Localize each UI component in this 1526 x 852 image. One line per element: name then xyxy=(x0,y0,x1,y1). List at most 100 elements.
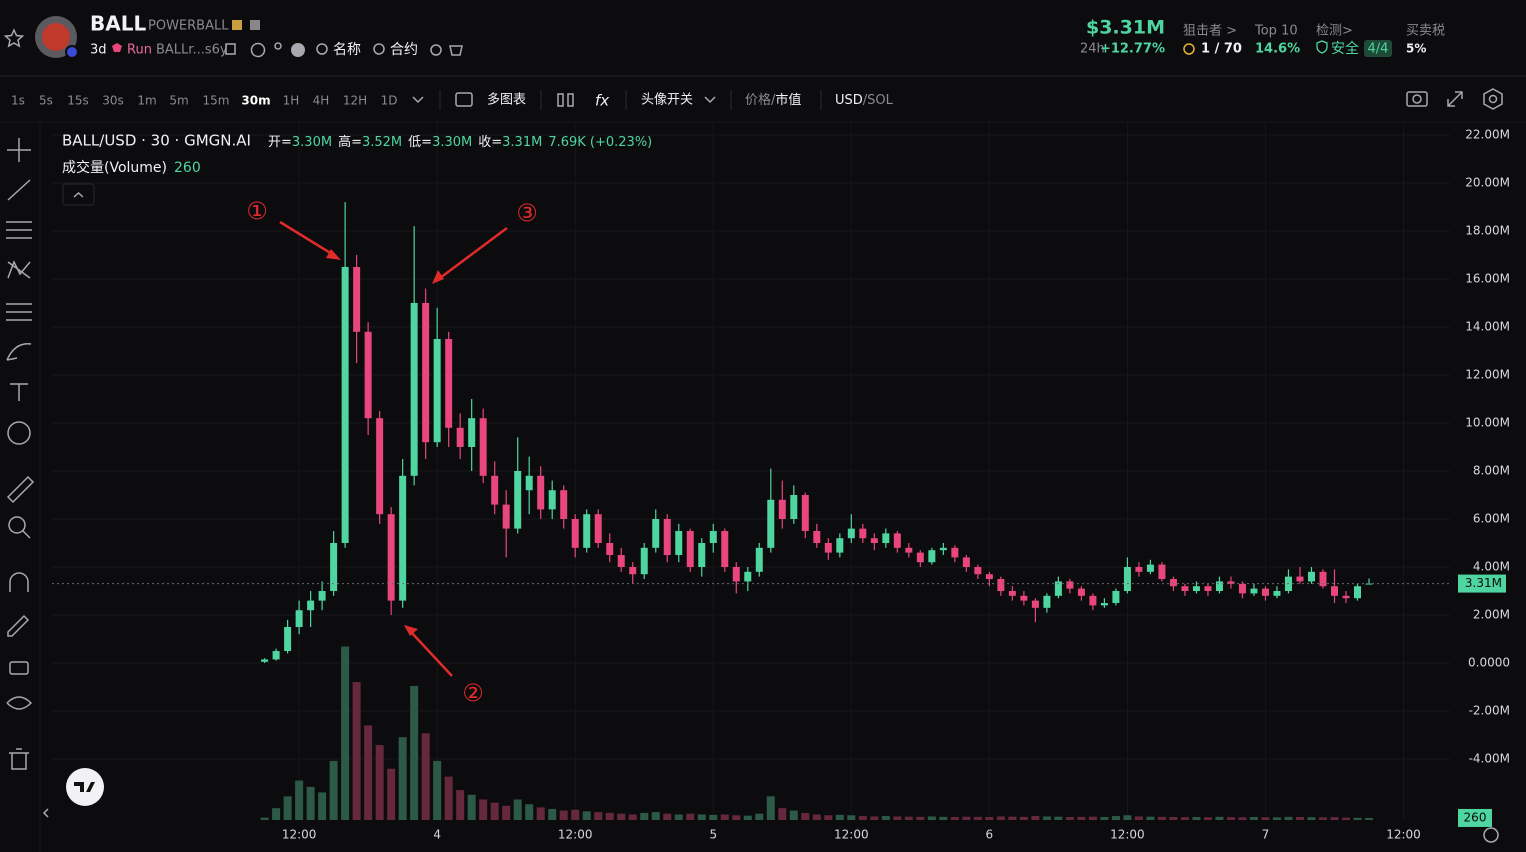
timeframe[interactable]: 30s xyxy=(102,94,124,108)
add-chart-icon[interactable] xyxy=(455,92,473,107)
settings-icon xyxy=(1488,94,1498,104)
candle-icon[interactable] xyxy=(557,93,564,107)
run-label[interactable]: Run xyxy=(127,43,152,58)
line-tool[interactable] xyxy=(7,179,31,201)
copy-icon[interactable] xyxy=(225,43,236,55)
volume-bar xyxy=(329,760,338,820)
volume-bar xyxy=(789,810,798,820)
contract-address[interactable]: BALLr...s6y xyxy=(156,43,228,58)
timeframe[interactable]: 30m xyxy=(241,94,270,108)
y-tick-label: -4.00M xyxy=(1469,752,1510,766)
magnet-tool[interactable] xyxy=(9,572,29,592)
chevron[interactable] xyxy=(412,96,424,104)
delete-tool[interactable] xyxy=(9,748,29,770)
candle-icon[interactable] xyxy=(567,93,574,107)
candle-body xyxy=(502,504,510,529)
user-icon[interactable] xyxy=(274,42,282,50)
x-tick-label: 4 xyxy=(433,828,441,842)
volume-bar xyxy=(812,814,821,820)
candle-body xyxy=(905,547,913,553)
candle-body xyxy=(307,600,315,611)
crosshair-tool[interactable] xyxy=(7,138,31,162)
candle-body xyxy=(1054,581,1062,596)
timeframe[interactable]: 15m xyxy=(203,94,230,108)
stat-label[interactable]: 狙击者 > xyxy=(1183,24,1237,39)
candle-body xyxy=(1354,586,1362,599)
shield-icon xyxy=(1316,40,1328,54)
avatar-toggle[interactable]: 头像开关 xyxy=(641,93,693,108)
timeframe[interactable]: 5s xyxy=(39,94,53,108)
volume-bar xyxy=(674,814,683,820)
search-icon[interactable] xyxy=(316,43,328,55)
volume-bar xyxy=(525,804,534,820)
timeframe[interactable]: 1H xyxy=(283,94,300,108)
option[interactable]: USD xyxy=(835,93,863,108)
chevron[interactable] xyxy=(704,96,716,104)
candle-body xyxy=(1008,591,1016,596)
share-icon[interactable] xyxy=(430,44,442,56)
volume-bar xyxy=(502,805,511,820)
scroll-left[interactable] xyxy=(42,808,49,818)
emoji-tool[interactable] xyxy=(7,421,31,445)
option[interactable]: 市值 xyxy=(775,92,801,108)
bot-icon[interactable] xyxy=(449,45,463,56)
volume-bar xyxy=(456,790,465,820)
avatar-inner xyxy=(42,23,70,51)
drawing-mode[interactable] xyxy=(7,614,30,637)
fib-tool[interactable] xyxy=(6,221,32,239)
text-tool[interactable] xyxy=(10,383,28,401)
settings-icon[interactable] xyxy=(1483,88,1503,110)
stat-label[interactable]: 检测> xyxy=(1316,24,1353,39)
search-name[interactable]: 名称 xyxy=(333,42,361,58)
change-period: 24h xyxy=(1080,42,1105,57)
price-market-toggle[interactable]: 价格/市值 xyxy=(745,92,801,108)
stat-label: 买卖税 xyxy=(1406,24,1445,39)
candle-body xyxy=(376,418,384,515)
run-icon xyxy=(112,43,122,52)
timeframe[interactable]: 1s xyxy=(11,94,25,108)
favorite-icon[interactable] xyxy=(3,28,25,48)
volume-bar xyxy=(605,812,614,820)
timeframe[interactable]: 5m xyxy=(169,94,188,108)
badge-text: 4/4 xyxy=(1368,42,1389,57)
timeframe[interactable]: 4H xyxy=(313,94,330,108)
timeframe[interactable]: 1D xyxy=(381,94,398,108)
candle-body xyxy=(1261,588,1269,596)
prediction-tool[interactable] xyxy=(6,303,32,321)
screenshot-icon[interactable] xyxy=(1406,91,1428,107)
candle-body xyxy=(732,567,740,582)
candle-body xyxy=(399,475,407,601)
website-icon[interactable] xyxy=(250,42,266,58)
ruler-tool[interactable] xyxy=(6,475,35,504)
option[interactable]: 价格 xyxy=(745,92,771,108)
social-icon[interactable] xyxy=(291,43,305,57)
volume-bar xyxy=(835,814,844,820)
candle-body xyxy=(560,490,568,520)
volume-bar xyxy=(410,685,419,820)
volume-bar xyxy=(272,808,281,820)
indicator-icon[interactable]: fx xyxy=(595,92,609,110)
candle-body xyxy=(1020,595,1028,601)
timeframe[interactable]: 1m xyxy=(137,94,156,108)
lock-tool[interactable] xyxy=(9,661,29,675)
timeframe[interactable]: 15s xyxy=(67,94,89,108)
search-icon[interactable] xyxy=(373,43,385,55)
multi-chart[interactable]: 多图表 xyxy=(487,92,526,108)
volume-bar xyxy=(985,817,994,820)
fullscreen-icon[interactable] xyxy=(1447,91,1463,107)
brush-tool[interactable] xyxy=(6,343,32,361)
collapse-button[interactable] xyxy=(62,183,95,206)
pattern-tool[interactable] xyxy=(7,260,31,279)
visibility-tool[interactable] xyxy=(6,696,33,710)
timeframe[interactable]: 12H xyxy=(343,94,367,108)
search-contract[interactable]: 合约 xyxy=(390,42,418,58)
separator: / xyxy=(771,93,776,108)
axis-settings[interactable] xyxy=(1483,827,1499,843)
candle-body xyxy=(1238,583,1246,594)
candle-body xyxy=(652,519,660,548)
currency-toggle[interactable]: USD/SOL xyxy=(835,93,894,108)
annotation: ③ xyxy=(516,199,538,227)
zoom-tool[interactable] xyxy=(8,516,26,534)
option[interactable]: SOL xyxy=(867,93,893,108)
tradingview-logo[interactable] xyxy=(66,768,104,806)
